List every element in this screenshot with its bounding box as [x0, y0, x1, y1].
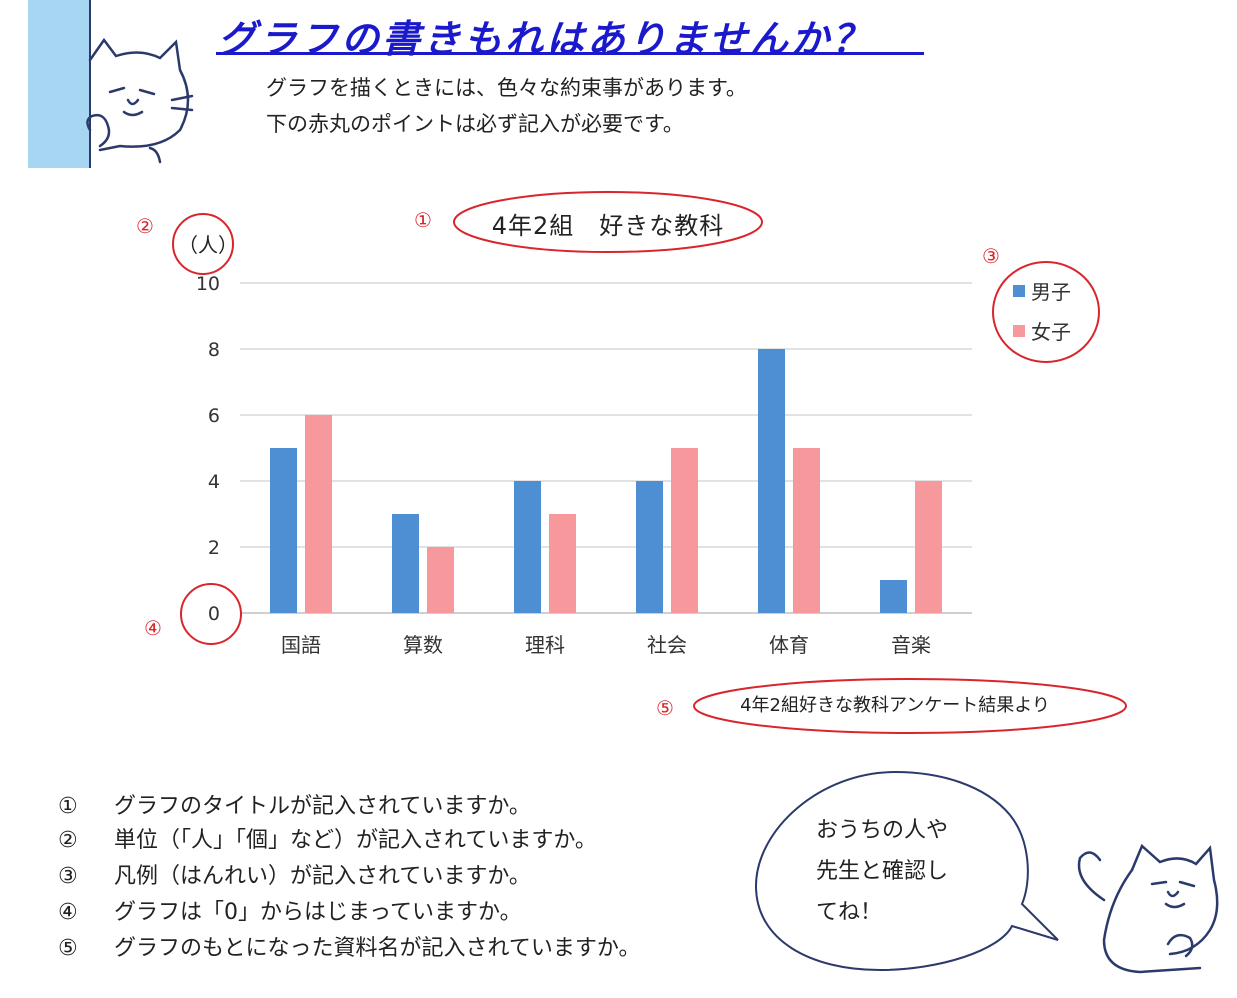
bar-boys — [514, 481, 541, 613]
checklist-num: ③ — [58, 864, 78, 889]
y-axis-unit-label: （人） — [178, 233, 238, 257]
y-tick-label: 8 — [208, 339, 220, 361]
checklist-num: ② — [58, 828, 78, 853]
legend-swatch — [1013, 285, 1025, 297]
source-highlight-circle — [693, 678, 1127, 734]
checklist-num: ⑤ — [58, 936, 78, 961]
marker-5: ⑤ — [656, 696, 674, 720]
bar-girls — [793, 448, 820, 613]
x-tick-label: 体育 — [769, 633, 809, 657]
bar-girls — [305, 415, 332, 613]
intro-line-2: 下の赤丸のポイントは必ず記入が必要です。 — [266, 112, 684, 136]
checklist-item: ④ グラフは「0」からはじまっていますか。 — [58, 894, 522, 926]
x-tick-label: 算数 — [403, 633, 443, 657]
y-tick-label: 2 — [208, 537, 220, 559]
marker-1: ① — [414, 208, 432, 232]
checklist-text: グラフのタイトルが記入されていますか。 — [114, 794, 531, 819]
sitting-cat-illustration — [1077, 843, 1219, 974]
unit-highlight-circle — [172, 213, 234, 275]
legend-swatch — [1013, 325, 1025, 337]
intro-line-1: グラフを描くときには、色々な約束事があります。 — [266, 76, 747, 100]
legend-label: 女子 — [1031, 320, 1071, 344]
chart-title: 4年2組 好きな教科 — [491, 212, 725, 240]
x-tick-label: 音楽 — [891, 633, 931, 657]
speech-bubble-text: おうちの人や 先生と確認し てね！ — [816, 818, 949, 925]
marker-4: ④ — [144, 616, 162, 640]
bar-boys — [880, 580, 907, 613]
checklist-num: ① — [58, 794, 78, 819]
zero-highlight-circle — [180, 583, 242, 645]
checklist-text: 単位（「人」「個」など）が記入されていますか。 — [114, 828, 597, 853]
bar-girls — [671, 448, 698, 613]
marker-3: ③ — [982, 244, 1000, 268]
checklist-item: ② 単位（「人」「個」など）が記入されていますか。 — [58, 822, 597, 854]
x-tick-label: 国語 — [281, 633, 321, 657]
marker-2: ② — [136, 214, 154, 238]
legend-label: 男子 — [1031, 280, 1071, 304]
legend-highlight-circle — [992, 261, 1100, 363]
checklist-num: ④ — [58, 900, 78, 925]
x-tick-label: 社会 — [647, 633, 687, 657]
title-highlight-circle — [453, 191, 763, 253]
speech-bubble — [754, 770, 1059, 972]
y-tick-label: 6 — [208, 405, 220, 427]
bar-boys — [636, 481, 663, 613]
bar-girls — [549, 514, 576, 613]
x-tick-label: 理科 — [525, 633, 565, 657]
checklist-text: 凡例（はんれい）が記入されていますか。 — [114, 864, 531, 889]
checklist-item: ⑤ グラフのもとになった資料名が記入されていますか。 — [58, 930, 640, 962]
chart-source-label: 4年2組好きな教科アンケート結果より — [740, 695, 1050, 716]
bar-boys — [392, 514, 419, 613]
bar-boys — [270, 448, 297, 613]
bar-boys — [758, 349, 785, 613]
title-underline — [216, 52, 924, 55]
checklist-item: ③ 凡例（はんれい）が記入されていますか。 — [58, 858, 531, 890]
y-tick-label: 0 — [208, 603, 220, 625]
bar-girls — [915, 481, 942, 613]
checklist-item: ① グラフのタイトルが記入されていますか。 — [58, 788, 531, 820]
peeking-cat-illustration — [86, 37, 194, 164]
y-tick-label: 10 — [196, 273, 220, 295]
bar-girls — [427, 547, 454, 613]
y-tick-label: 4 — [208, 471, 220, 493]
blue-panel — [28, 0, 90, 168]
checklist-text: グラフは「0」からはじまっていますか。 — [114, 900, 522, 925]
checklist-text: グラフのもとになった資料名が記入されていますか。 — [114, 936, 641, 961]
